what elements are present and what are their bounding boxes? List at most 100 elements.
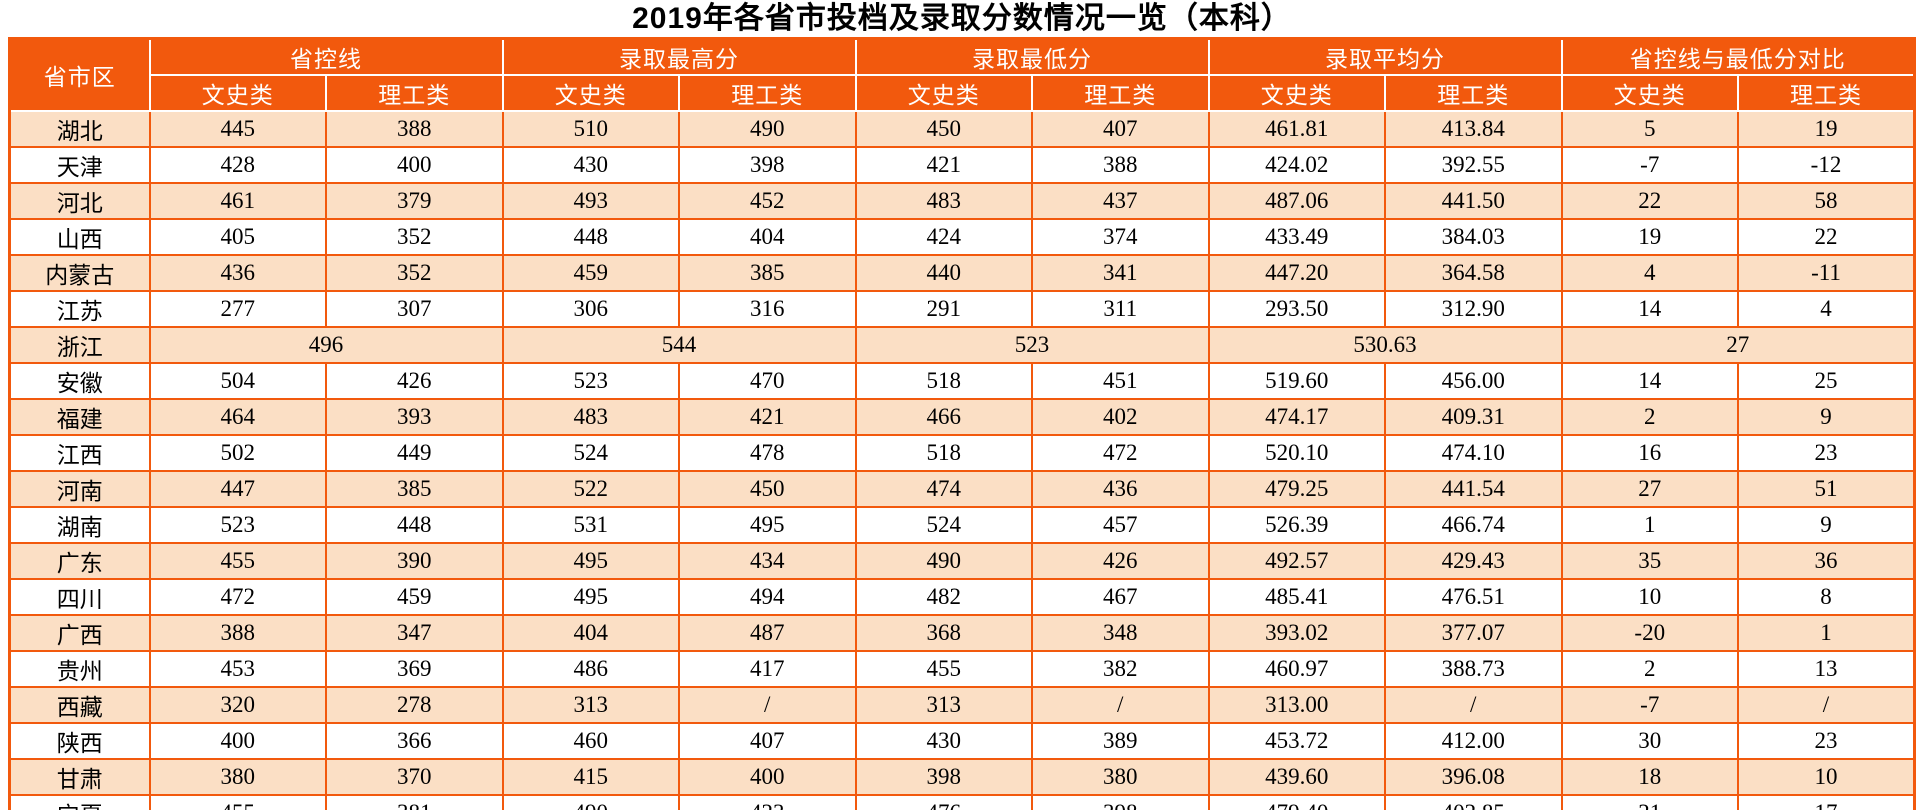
score-cell: 1 bbox=[1560, 506, 1739, 544]
score-cell: 16 bbox=[1560, 434, 1739, 472]
score-cell: 453.72 bbox=[1207, 722, 1386, 760]
group-header-avg-score: 录取平均分 bbox=[1207, 37, 1563, 76]
score-cell: 412.00 bbox=[1384, 722, 1563, 760]
province-cell: 浙江 bbox=[8, 326, 151, 364]
score-cell: 409.31 bbox=[1384, 398, 1563, 436]
score-cell: 368 bbox=[854, 614, 1033, 652]
score-cell: 459 bbox=[501, 254, 680, 292]
table-row: 贵州 453 369 486 417 455 382 460.97 388.73 2 13 bbox=[8, 650, 1916, 688]
score-cell: 457 bbox=[1031, 506, 1210, 544]
score-cell: -12 bbox=[1737, 146, 1916, 184]
score-cell: 58 bbox=[1737, 182, 1916, 220]
score-cell: 447.20 bbox=[1207, 254, 1386, 292]
score-cell: 316 bbox=[678, 290, 857, 328]
province-cell: 宁夏 bbox=[8, 794, 151, 810]
score-cell: 522 bbox=[501, 470, 680, 508]
table-row: 广东 455 390 495 434 490 426 492.57 429.43 35 36 bbox=[8, 542, 1916, 580]
score-cell: 524 bbox=[501, 434, 680, 472]
score-cell: 36 bbox=[1737, 542, 1916, 580]
score-cell: 51 bbox=[1737, 470, 1916, 508]
score-cell: 348 bbox=[1031, 614, 1210, 652]
score-cell: -11 bbox=[1737, 254, 1916, 292]
score-cell: 4 bbox=[1737, 290, 1916, 328]
score-cell: 464 bbox=[148, 398, 327, 436]
table-row: 湖南 523 448 531 495 524 457 526.39 466.74 1 9 bbox=[8, 506, 1916, 544]
table-row: 西藏 320 278 313/313/313.00/-7/ bbox=[8, 686, 1916, 724]
score-cell: 472 bbox=[148, 578, 327, 616]
score-cell: 421 bbox=[678, 398, 857, 436]
score-cell: 495 bbox=[501, 578, 680, 616]
table-body: 湖北 445 388 510 490 450 407 461.81 413.84 5 19 天津 428… bbox=[8, 110, 1916, 810]
score-cell: 523 bbox=[501, 362, 680, 400]
score-cell: 400 bbox=[325, 146, 504, 184]
score-cell: 526.39 bbox=[1207, 506, 1386, 544]
score-cell: 476.51 bbox=[1384, 578, 1563, 616]
score-cell: 493 bbox=[501, 182, 680, 220]
score-cell: 494 bbox=[678, 578, 857, 616]
subheader-science-3: 理工类 bbox=[1384, 74, 1563, 112]
score-cell: 313.00 bbox=[1207, 686, 1386, 724]
table-row: 福建 464 393 483 421 466 402 474.17 409.31 2 9 bbox=[8, 398, 1916, 436]
score-cell: 518 bbox=[854, 362, 1033, 400]
page-title: 2019年各省市投档及录取分数情况一览（本科） bbox=[632, 2, 1292, 35]
score-cell: 490 bbox=[501, 794, 680, 810]
score-cell: 429.43 bbox=[1384, 542, 1563, 580]
group-header-max-score: 录取最高分 bbox=[501, 37, 857, 76]
score-cell: 402 bbox=[1031, 398, 1210, 436]
corner-header-province: 省市区 bbox=[8, 37, 151, 112]
province-cell: 陕西 bbox=[8, 722, 151, 760]
score-cell: 496 bbox=[148, 326, 504, 364]
score-cell: 530.63 bbox=[1207, 326, 1563, 364]
score-cell: 25 bbox=[1737, 362, 1916, 400]
score-cell: 407 bbox=[678, 722, 857, 760]
score-cell: 436 bbox=[1031, 470, 1210, 508]
score-cell: 17 bbox=[1737, 794, 1916, 810]
score-cell: 14 bbox=[1560, 362, 1739, 400]
score-cell: -7 bbox=[1560, 686, 1739, 724]
score-cell: 524 bbox=[854, 506, 1033, 544]
score-cell: 382 bbox=[1031, 650, 1210, 688]
table-header: 省市区 省控线 录取最高分 录取最低分 录取平均分 省控线与最低分对比 文史类理… bbox=[8, 37, 1916, 112]
province-cell: 西藏 bbox=[8, 686, 151, 724]
province-cell: 河北 bbox=[8, 182, 151, 220]
table-row: 四川 472 459 495 494 482 467 485.41 476.51 10 8 bbox=[8, 578, 1916, 616]
score-cell: 531 bbox=[501, 506, 680, 544]
score-cell: 393.02 bbox=[1207, 614, 1386, 652]
province-cell: 山西 bbox=[8, 218, 151, 256]
table-row: 广西 388 347 404 487 368 348 393.02 377.07 -20 1 bbox=[8, 614, 1916, 652]
province-cell: 江西 bbox=[8, 434, 151, 472]
score-cell: 364.58 bbox=[1384, 254, 1563, 292]
score-cell: 490 bbox=[854, 542, 1033, 580]
subheader-liberal-arts-0: 文史类 bbox=[148, 74, 327, 112]
score-cell: 307 bbox=[325, 290, 504, 328]
score-cell: 398 bbox=[678, 146, 857, 184]
score-cell: 479.40 bbox=[1207, 794, 1386, 810]
score-cell: 4 bbox=[1560, 254, 1739, 292]
score-cell: 433.49 bbox=[1207, 218, 1386, 256]
score-cell: 430 bbox=[501, 146, 680, 184]
table-row: 浙江 496 544 523 530.63 27 bbox=[8, 326, 1916, 364]
score-cell: 426 bbox=[1031, 542, 1210, 580]
score-cell: 487 bbox=[678, 614, 857, 652]
score-cell: 341 bbox=[1031, 254, 1210, 292]
score-cell: 384.03 bbox=[1384, 218, 1563, 256]
score-cell: 455 bbox=[148, 542, 327, 580]
score-cell: 495 bbox=[501, 542, 680, 580]
province-cell: 江苏 bbox=[8, 290, 151, 328]
score-cell: 27 bbox=[1560, 470, 1739, 508]
score-cell: 291 bbox=[854, 290, 1033, 328]
score-cell: 400 bbox=[148, 722, 327, 760]
score-cell: 523 bbox=[854, 326, 1210, 364]
score-cell: 455 bbox=[148, 794, 327, 810]
subheader-science-2: 理工类 bbox=[1031, 74, 1210, 112]
score-cell: 19 bbox=[1560, 218, 1739, 256]
score-cell: 374 bbox=[1031, 218, 1210, 256]
group-header-control-line: 省控线 bbox=[148, 37, 504, 76]
score-cell: 8 bbox=[1737, 578, 1916, 616]
score-cell: 456.00 bbox=[1384, 362, 1563, 400]
score-cell: 466.74 bbox=[1384, 506, 1563, 544]
score-cell: 398 bbox=[1031, 794, 1210, 810]
province-cell: 内蒙古 bbox=[8, 254, 151, 292]
score-cell: 388 bbox=[325, 110, 504, 148]
